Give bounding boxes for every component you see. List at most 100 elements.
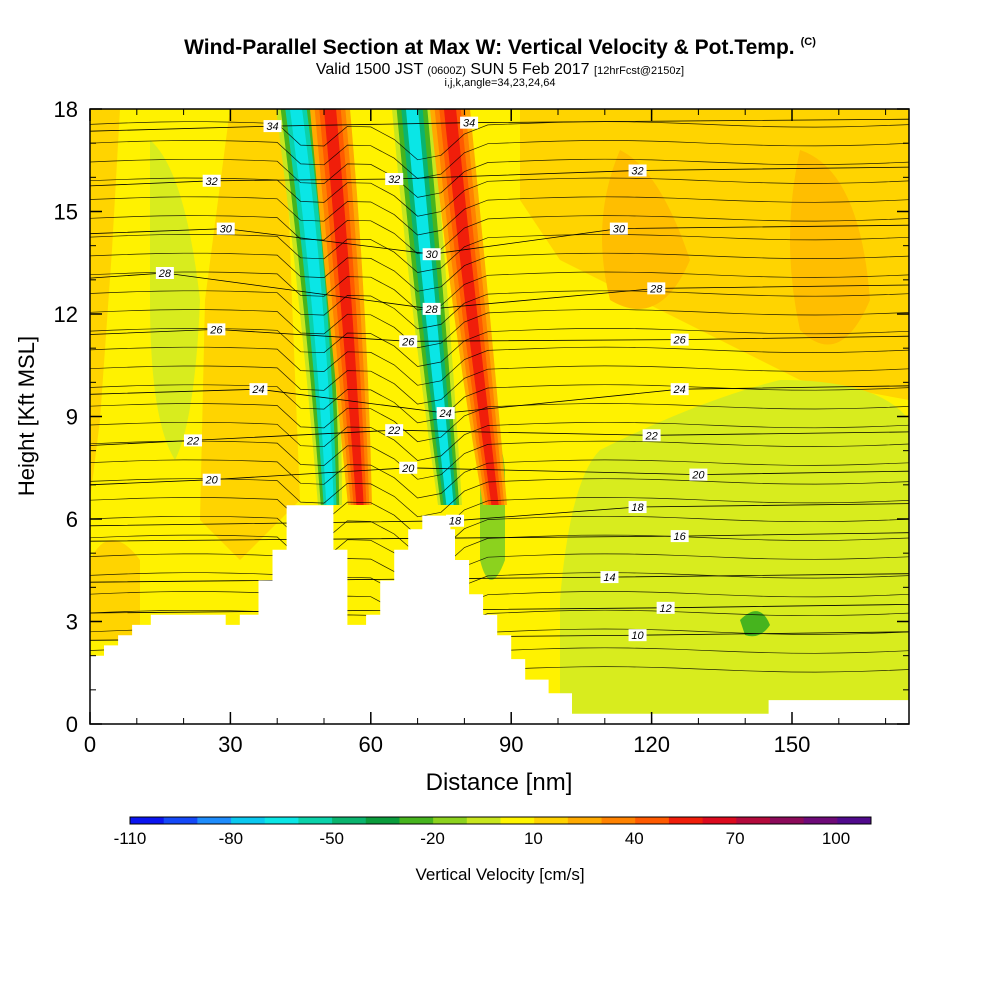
contour-label: 18 — [628, 501, 647, 514]
theta-contour-34 — [90, 118, 909, 132]
contour-label-box — [600, 571, 619, 584]
contour-label-text: 10 — [631, 630, 644, 642]
contour-label-box — [628, 501, 647, 514]
colorbar-swatch — [668, 817, 704, 824]
colorbar-swatch — [769, 817, 805, 824]
contour-label: 34 — [263, 120, 282, 133]
x-tick-label: 120 — [633, 732, 670, 757]
colorbar-swatch — [264, 817, 299, 824]
contour-label: 12 — [656, 601, 675, 615]
contour-label-text: 32 — [631, 166, 643, 178]
colorbar-tick-label: -20 — [420, 829, 445, 848]
x-tick-label: 30 — [218, 732, 242, 757]
contour-label-text: 28 — [649, 283, 663, 295]
contour-label: 24 — [436, 407, 455, 420]
colorbar-swatch — [130, 817, 165, 824]
contour-label-box — [670, 333, 689, 346]
contour-label-box — [249, 383, 268, 396]
colorbar-tick-label: -110 — [114, 829, 147, 848]
contour-label-box — [385, 424, 404, 437]
contour-label-text: 12 — [660, 603, 672, 615]
contour-label-text: 30 — [220, 224, 233, 236]
contour-label-box — [689, 468, 708, 481]
contour-label: 22 — [642, 429, 661, 442]
theta-contour-line — [90, 252, 909, 292]
contour-label-box — [207, 323, 226, 336]
colorbar-tick-label: 10 — [524, 829, 543, 848]
colorbar-swatch — [163, 817, 198, 824]
contour-label: 32 — [202, 174, 221, 188]
contour-label-box — [202, 174, 221, 187]
contour-label-box — [609, 222, 628, 235]
grid-indices: i,j,k,angle=34,23,24,64 — [444, 77, 556, 89]
contour-label: 26 — [207, 323, 226, 336]
colorbar-swatch — [231, 817, 266, 824]
contour-label: 20 — [202, 473, 221, 487]
contour-label-text: 22 — [186, 435, 199, 447]
contour-label-text: 32 — [206, 176, 218, 188]
chart-title: Wind-Parallel Section at Max W: Vertical… — [0, 36, 1000, 60]
theta-contour-line — [90, 515, 909, 555]
contour-label-box — [399, 335, 418, 348]
colorbar-swatch — [332, 817, 367, 824]
y-tick-label: 12 — [54, 302, 78, 327]
contour-label: 30 — [216, 222, 235, 236]
x-axis-label: Distance [nm] — [426, 769, 573, 796]
x-tick-label: 150 — [774, 732, 811, 757]
contour-label-text: 24 — [673, 384, 686, 396]
x-tick-label: 90 — [499, 732, 523, 757]
theta-contour-line — [90, 140, 909, 179]
theta-contour-line — [90, 196, 909, 236]
contour-label-text: 14 — [603, 572, 615, 584]
contour-label-box — [642, 429, 661, 442]
contour-label-text: 26 — [401, 336, 415, 348]
contour-label-text: 26 — [673, 335, 687, 347]
colorbar-swatch — [399, 817, 434, 824]
contour-label: 16 — [670, 530, 689, 543]
contour-label-text: 16 — [674, 531, 687, 543]
contour-label-text: 26 — [209, 324, 223, 336]
contour-label-text: 30 — [426, 249, 439, 261]
theta-contour-line — [90, 497, 909, 536]
y-tick-label: 0 — [66, 712, 78, 737]
theta-contour-line — [90, 158, 909, 198]
velocity-region — [90, 109, 120, 500]
forecast-info: [12hrFcst@2150z] — [594, 65, 685, 77]
contour-label: 20 — [399, 461, 418, 475]
contour-label: 34 — [460, 116, 479, 130]
velocity-region — [740, 611, 770, 637]
contour-label-box — [422, 302, 441, 315]
contour-label-box — [263, 120, 282, 133]
theta-contour-line — [90, 346, 909, 386]
colorbar-swatch — [433, 817, 468, 824]
velocity-region — [560, 380, 909, 724]
contour-label: 30 — [422, 248, 441, 261]
chart-subtitle: Valid 1500 JST (0600Z) SUN 5 Feb 2017 [1… — [0, 61, 1000, 79]
contour-label: 24 — [249, 383, 268, 396]
contour-label-box — [155, 267, 174, 279]
theta-contour-line — [90, 403, 909, 443]
contour-label-text: 18 — [449, 516, 462, 528]
theta-contour-line — [90, 384, 909, 424]
contour-label-text: 28 — [425, 304, 439, 316]
theta-contour-line — [90, 591, 909, 630]
theta-contour-line — [90, 609, 909, 649]
contour-label-text: 18 — [631, 502, 644, 514]
theta-contour-line — [90, 309, 909, 349]
contour-label-box — [628, 629, 647, 642]
theta-contour-line — [90, 421, 909, 461]
contour-label-box — [202, 473, 221, 486]
theta-contour-18 — [90, 503, 909, 527]
colorbar-swatch — [837, 817, 872, 824]
y-tick-label: 15 — [54, 200, 78, 225]
contour-label-box — [670, 383, 689, 396]
contour-label-text: 34 — [463, 118, 475, 130]
valid-date: SUN 5 Feb 2017 — [470, 61, 590, 78]
valid-time: Valid 1500 JST — [315, 61, 423, 78]
contour-label: 22 — [183, 434, 202, 447]
contour-labels: 34 34 32 32 32 30 30 30 28 28 28 26 26 26 24 24 24 22 22 22… — [155, 116, 708, 642]
contour-label-text: 20 — [691, 470, 705, 482]
contour-label-text: 32 — [388, 174, 400, 186]
contour-label-box — [670, 530, 689, 543]
contour-label-text: 28 — [158, 268, 172, 280]
